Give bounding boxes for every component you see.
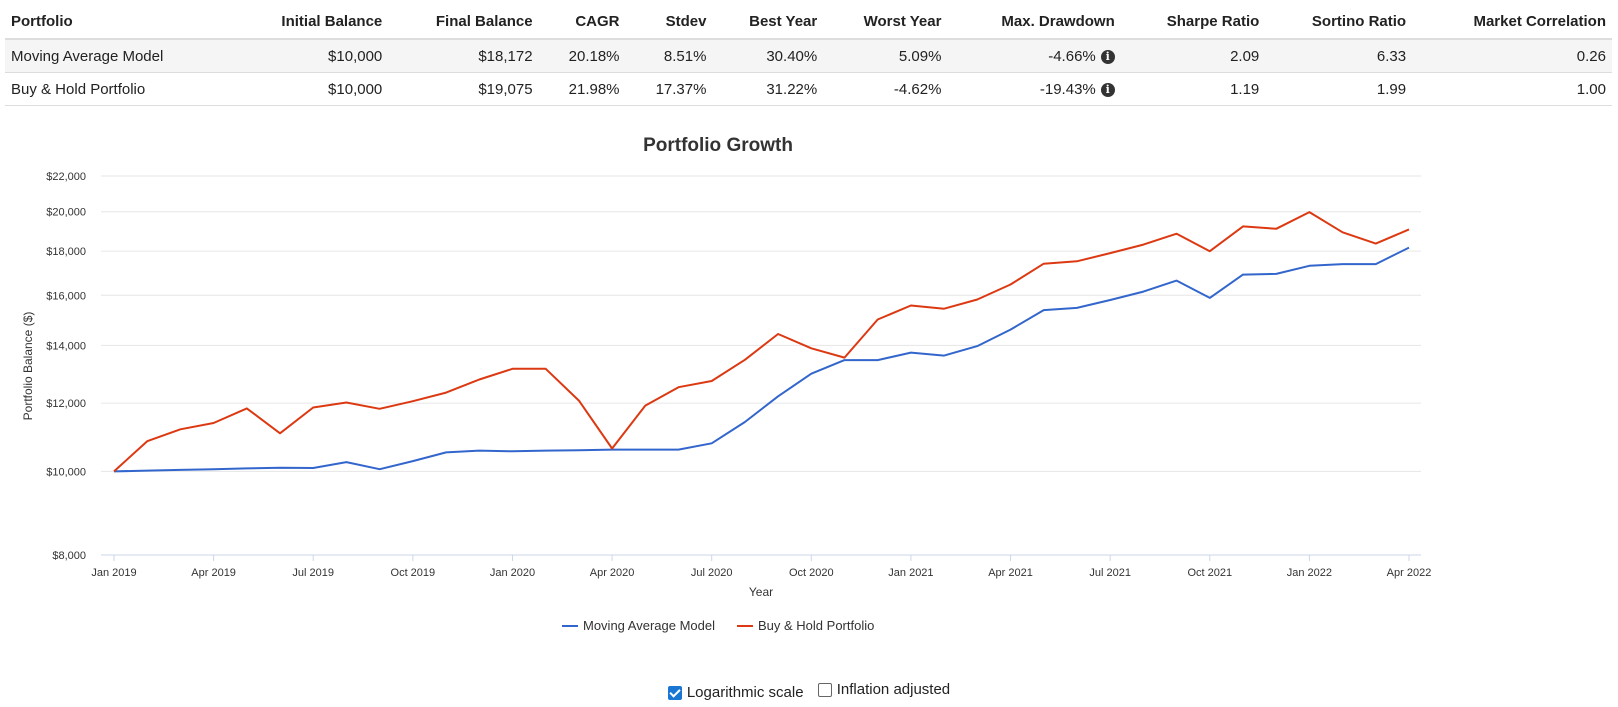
max-drawdown-cell: -4.66% i — [947, 39, 1121, 73]
y-tick-label: $10,000 — [46, 466, 86, 478]
x-tick-label: Oct 2021 — [1187, 567, 1232, 579]
chart-controls: Logarithmic scale Inflation adjusted — [0, 681, 1618, 701]
log-scale-toggle[interactable]: Logarithmic scale — [667, 684, 804, 701]
col-cagr: CAGR — [538, 5, 626, 40]
max-drawdown: -4.66% — [1048, 47, 1096, 65]
final-balance: $18,172 — [388, 39, 539, 73]
legend-label: Moving Average Model — [583, 618, 715, 633]
col-portfolio: Portfolio — [5, 5, 233, 40]
col-max-drawdown: Max. Drawdown — [947, 5, 1121, 40]
log-scale-label: Logarithmic scale — [686, 684, 804, 701]
legend-label: Buy & Hold Portfolio — [758, 618, 874, 633]
x-tick-label: Jul 2020 — [691, 567, 733, 579]
series-line-moving-average-model — [113, 246, 1410, 473]
col-best-year: Best Year — [712, 5, 824, 40]
table-row: Moving Average Model $10,000 $18,172 20.… — [5, 39, 1612, 73]
x-axis-label: Year — [749, 585, 773, 599]
final-balance: $19,075 — [388, 72, 539, 106]
stdev: 8.51% — [625, 39, 713, 73]
col-sharpe-ratio: Sharpe Ratio — [1120, 5, 1266, 40]
col-worst-year: Worst Year — [823, 5, 948, 40]
inflation-toggle[interactable]: Inflation adjusted — [817, 681, 951, 698]
y-tick-label: $18,000 — [46, 246, 86, 258]
sharpe-ratio: 2.09 — [1120, 39, 1266, 73]
sortino-ratio: 6.33 — [1265, 39, 1413, 73]
stats-header-row: Portfolio Initial Balance Final Balance … — [5, 5, 1612, 40]
x-tick-label: Apr 2022 — [1387, 567, 1432, 579]
log-scale-checkbox[interactable] — [667, 685, 682, 700]
initial-balance: $10,000 — [232, 72, 389, 106]
x-tick-label: Apr 2020 — [590, 567, 635, 579]
y-tick-label: $8,000 — [52, 550, 86, 562]
max-drawdown-cell: -19.43% i — [947, 72, 1121, 106]
col-initial-balance: Initial Balance — [232, 5, 389, 40]
market-correlation: 1.00 — [1412, 72, 1612, 106]
market-correlation: 0.26 — [1412, 39, 1612, 73]
y-tick-label: $22,000 — [46, 171, 86, 183]
x-tick-label: Apr 2021 — [988, 567, 1033, 579]
max-drawdown: -19.43% — [1039, 80, 1096, 98]
y-tick-label: $12,000 — [46, 398, 86, 410]
worst-year: -4.62% — [823, 72, 948, 106]
inflation-checkbox[interactable] — [817, 682, 832, 697]
x-tick-label: Jul 2021 — [1089, 567, 1131, 579]
y-tick-label: $16,000 — [46, 290, 86, 302]
x-tick-label: Oct 2020 — [789, 567, 834, 579]
worst-year: 5.09% — [823, 39, 948, 73]
y-tick-label: $20,000 — [46, 207, 86, 219]
x-tick-label: Jan 2019 — [91, 567, 136, 579]
x-tick-label: Oct 2019 — [391, 567, 436, 579]
cagr: 20.18% — [538, 39, 626, 73]
table-row: Buy & Hold Portfolio $10,000 $19,075 21.… — [5, 72, 1612, 106]
cagr: 21.98% — [538, 72, 626, 106]
col-stdev: Stdev — [625, 5, 713, 40]
chart-title: Portfolio Growth — [643, 135, 793, 156]
x-tick-label: Apr 2019 — [191, 567, 236, 579]
y-axis-label: Portfolio Balance ($) — [21, 312, 35, 421]
sortino-ratio: 1.99 — [1265, 72, 1413, 106]
x-tick-label: Jul 2019 — [292, 567, 334, 579]
col-market-correlation: Market Correlation — [1412, 5, 1612, 40]
initial-balance: $10,000 — [232, 39, 389, 73]
col-sortino-ratio: Sortino Ratio — [1265, 5, 1413, 40]
y-tick-label: $14,000 — [46, 340, 86, 352]
stdev: 17.37% — [625, 72, 713, 106]
info-icon[interactable]: i — [1100, 82, 1115, 97]
portfolio-name: Buy & Hold Portfolio — [5, 72, 233, 106]
inflation-label: Inflation adjusted — [836, 681, 951, 698]
col-final-balance: Final Balance — [388, 5, 539, 40]
x-tick-label: Jan 2020 — [490, 567, 535, 579]
x-tick-label: Jan 2022 — [1287, 567, 1332, 579]
portfolio-name: Moving Average Model — [5, 39, 233, 73]
stats-table: Portfolio Initial Balance Final Balance … — [5, 5, 1612, 106]
best-year: 30.40% — [712, 39, 824, 73]
series-line-buy-and-hold-portfolio — [113, 211, 1410, 473]
info-icon[interactable]: i — [1100, 49, 1115, 64]
x-tick-label: Jan 2021 — [888, 567, 933, 579]
sharpe-ratio: 1.19 — [1120, 72, 1266, 106]
best-year: 31.22% — [712, 72, 824, 106]
